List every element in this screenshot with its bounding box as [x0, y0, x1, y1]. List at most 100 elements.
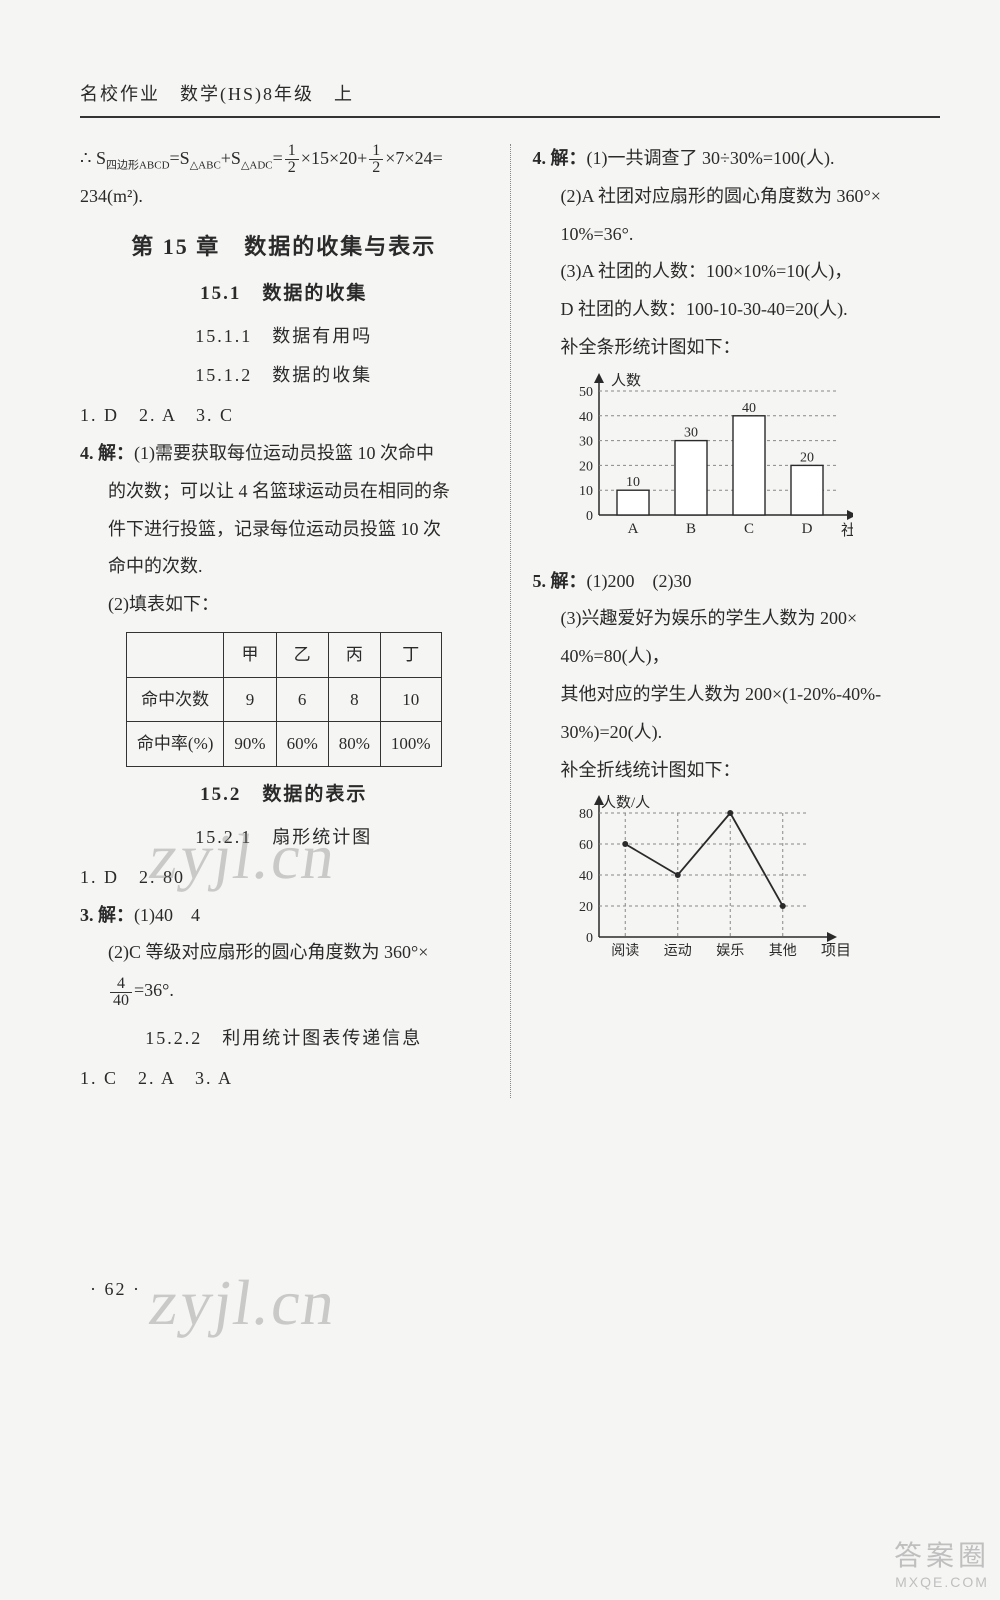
svg-text:项目: 项目 [821, 942, 851, 959]
q4: 4. 解：(1)需要获取每位运动员投篮 10 次命中 [80, 435, 488, 473]
svg-text:0: 0 [586, 931, 593, 946]
td: 90% [224, 722, 276, 767]
svg-text:人数: 人数 [611, 373, 641, 389]
left-column: ∴ S四边形ABCD=S△ABC+S△ADC=12×15×20+12×7×24=… [80, 140, 488, 1098]
sub: △ABC [190, 160, 221, 172]
svg-text:0: 0 [586, 509, 593, 524]
svg-text:D: D [801, 521, 812, 537]
td: 100% [380, 722, 441, 767]
page-header: 名校作业 数学(HS)8年级 上 [80, 80, 940, 118]
svg-text:80: 80 [579, 807, 593, 822]
bar-chart-svg: 01020304050人数社团10A30B40C20D [553, 373, 853, 543]
q3-p2: (2)C 等级对应扇形的圆心角度数为 360°× [80, 934, 488, 972]
svg-text:20: 20 [579, 459, 593, 474]
q-text: (1)需要获取每位运动员投篮 10 次命中 [134, 443, 434, 463]
subsection-15-2-1: 15.2.1 扇形统计图 [80, 819, 488, 857]
line-chart: 020406080阅读运动娱乐其他人数/人项目 [553, 795, 941, 979]
svg-text:30: 30 [684, 425, 698, 440]
txt: ×7×24= [385, 148, 442, 168]
fraction: 12 [369, 143, 383, 176]
svg-text:10: 10 [579, 484, 593, 499]
svg-text:10: 10 [626, 475, 640, 490]
svg-text:40: 40 [579, 410, 593, 425]
txt: ∴ S [80, 148, 106, 168]
frac-num: 4 [110, 976, 132, 993]
corner-badge: 答案圈 MXQE.COM [894, 1534, 990, 1590]
svg-text:60: 60 [579, 838, 593, 853]
r-q5-line: (3)兴趣爱好为娱乐的学生人数为 200× [533, 600, 941, 638]
r-q5-line: 其他对应的学生人数为 200×(1-20%-40%- [533, 676, 941, 714]
svg-text:其他: 其他 [768, 943, 796, 959]
badge-text-2: MXQE.COM [894, 1574, 990, 1590]
q3: 3. 解：(1)40 4 [80, 897, 488, 935]
svg-text:阅读: 阅读 [611, 942, 639, 959]
table-row: 甲 乙 丙 丁 [126, 633, 441, 678]
svg-text:C: C [743, 521, 753, 537]
frac-num: 1 [369, 143, 383, 160]
th: 丙 [328, 633, 380, 678]
svg-text:社团: 社团 [841, 522, 853, 539]
frac-num: 1 [285, 143, 299, 160]
th: 甲 [224, 633, 276, 678]
td: 10 [380, 677, 441, 722]
q-label: 4. 解： [533, 148, 587, 168]
q-label: 4. 解： [80, 443, 134, 463]
r-q5-line: 30%)=20(人). [533, 714, 941, 752]
q4-p2: (2)填表如下： [80, 586, 488, 624]
txt: +S [221, 148, 241, 168]
answers-15-2-1: 1. D 2. 80 [80, 859, 488, 897]
subsection-15-2-2: 15.2.2 利用统计图表传递信息 [80, 1020, 488, 1058]
watermark: zyjl.cn [145, 1266, 342, 1340]
page-number: · 62 · [90, 1279, 141, 1300]
chapter-title: 第 15 章 数据的收集与表示 [80, 224, 488, 270]
fraction: 440 [110, 976, 132, 1009]
svg-text:运动: 运动 [663, 943, 691, 959]
txt: =36°. [134, 980, 174, 1000]
td: 9 [224, 677, 276, 722]
badge-text-1: 答案圈 [894, 1534, 990, 1574]
td: 60% [276, 722, 328, 767]
section-15-1: 15.1 数据的收集 [80, 274, 488, 314]
td: 命中次数 [126, 677, 223, 722]
txt: ×15×20+ [301, 148, 367, 168]
svg-text:A: A [627, 521, 638, 537]
r-q4-line: (2)A 社团对应扇形的圆心角度数为 360°× [533, 178, 941, 216]
svg-text:30: 30 [579, 434, 593, 449]
r-q4-line: (3)A 社团的人数：100×10%=10(人)， [533, 253, 941, 291]
frac-den: 40 [110, 993, 132, 1009]
q4-line: 的次数；可以让 4 名篮球运动员在相同的条 [80, 473, 488, 511]
bar-chart: 01020304050人数社团10A30B40C20D [553, 373, 941, 557]
svg-text:40: 40 [742, 401, 756, 416]
right-column: 4. 解：(1)一共调查了 30÷30%=100(人). (2)A 社团对应扇形… [533, 140, 941, 1098]
r-q4-line: 补全条形统计图如下： [533, 329, 941, 367]
td: 8 [328, 677, 380, 722]
svg-text:50: 50 [579, 385, 593, 400]
th: 丁 [380, 633, 441, 678]
th [126, 633, 223, 678]
r-q4: 4. 解：(1)一共调查了 30÷30%=100(人). [533, 140, 941, 178]
td: 80% [328, 722, 380, 767]
td: 6 [276, 677, 328, 722]
table-row: 命中率(%) 90% 60% 80% 100% [126, 722, 441, 767]
q4-line: 件下进行投篮，记录每位运动员投篮 10 次 [80, 511, 488, 549]
r-q4-line: D 社团的人数：100-10-30-40=20(人). [533, 291, 941, 329]
th: 乙 [276, 633, 328, 678]
subsection-15-1-2: 15.1.2 数据的收集 [80, 357, 488, 395]
q-text: (1)200 (2)30 [587, 571, 692, 591]
r-q5: 5. 解：(1)200 (2)30 [533, 563, 941, 601]
txt: = [273, 148, 283, 168]
svg-text:20: 20 [579, 900, 593, 915]
table-row: 命中次数 9 6 8 10 [126, 677, 441, 722]
column-divider [510, 144, 511, 1098]
svg-text:B: B [685, 521, 695, 537]
q3-frac-line: 440=36°. [80, 972, 488, 1010]
td: 命中率(%) [126, 722, 223, 767]
hit-rate-table: 甲 乙 丙 丁 命中次数 9 6 8 10 命中率(%) 90% 60% 80% [126, 632, 442, 767]
answers-15-2-2: 1. C 2. A 3. A [80, 1060, 488, 1098]
r-q5-line: 补全折线统计图如下： [533, 752, 941, 790]
frac-den: 2 [285, 160, 299, 176]
subsection-15-1-1: 15.1.1 数据有用吗 [80, 318, 488, 356]
formula-line-1: ∴ S四边形ABCD=S△ABC+S△ADC=12×15×20+12×7×24= [80, 140, 488, 178]
formula-line-2: 234(m²). [80, 178, 488, 216]
r-q5-line: 40%=80(人)， [533, 638, 941, 676]
